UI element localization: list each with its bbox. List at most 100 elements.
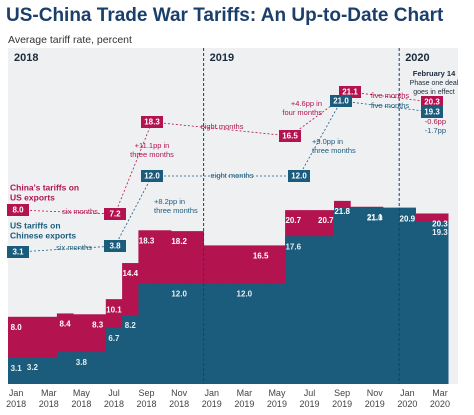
connector (151, 121, 291, 137)
annotation-note: four months (282, 108, 322, 117)
value-label: 20.9 (400, 215, 416, 224)
annotation-note: eight months (211, 171, 254, 180)
event-note: Phase one deal (410, 80, 459, 87)
step-bar (236, 283, 253, 384)
annotation-note: three months (130, 150, 174, 159)
annotation-note: three months (312, 146, 356, 155)
annotation-note: -1.7pp (425, 126, 446, 135)
annotation-note: six months (62, 207, 98, 216)
step-bar (105, 327, 123, 384)
x-tick-label: May 2019 (267, 388, 287, 409)
value-label: 8.2 (125, 321, 137, 330)
value-label: 19.3 (432, 228, 448, 237)
value-label: 12.0 (171, 289, 187, 298)
value-label: 18.2 (171, 237, 187, 246)
value-label: 21.8 (334, 207, 350, 216)
annotation-box (7, 246, 29, 258)
series-name: US exports (10, 192, 55, 202)
year-label: 2019 (210, 52, 234, 64)
step-bar (40, 357, 58, 384)
step-bar (415, 221, 433, 384)
chart-title: US-China Trade War Tariffs: An Up-to-Dat… (6, 5, 444, 26)
value-label: 17.6 (285, 242, 301, 251)
x-tick-label: Mar 2019 (234, 388, 254, 409)
annotation-value: 12.0 (144, 172, 160, 181)
annotation-value: 16.5 (282, 132, 298, 141)
step-bar (122, 315, 139, 384)
value-label: 18.3 (139, 236, 155, 245)
value-label: 8.0 (11, 323, 23, 332)
step-bar (350, 207, 367, 384)
series-name: China's tariffs on (10, 182, 79, 192)
value-label: 10.1 (106, 305, 122, 314)
step-bar (187, 283, 204, 384)
step-bar (8, 357, 25, 384)
step-bar (382, 207, 400, 384)
connector (349, 91, 433, 103)
step-bar (154, 283, 172, 384)
annotation-box (288, 170, 310, 182)
annotation-note: +11.1pp in (135, 141, 170, 150)
step-bar (89, 352, 107, 384)
value-label: 12.0 (237, 289, 253, 298)
annotation-note: five months (371, 101, 410, 110)
annotation-note: -0.6pp (425, 117, 446, 126)
annotation-value: 7.2 (109, 210, 121, 219)
connector (17, 245, 116, 253)
step-bar (301, 236, 319, 384)
annotation-note: six months (56, 243, 92, 252)
annotation-box (330, 95, 352, 107)
connector (289, 91, 351, 137)
annotation-box (141, 170, 163, 182)
step-bar (285, 236, 302, 384)
year-label: 2018 (14, 52, 38, 64)
series-name: Chinese exports (10, 230, 76, 240)
annotation-box (279, 130, 301, 142)
annotation-note: eight months (201, 122, 244, 131)
annotation-box (104, 208, 126, 220)
step-bar (219, 283, 237, 384)
annotation-value: 3.1 (12, 248, 24, 257)
step-bar (399, 207, 416, 384)
x-tick-label: Sep 2019 (332, 388, 352, 409)
connector (114, 121, 153, 215)
step-bar (268, 283, 286, 384)
year-label: 2020 (405, 52, 429, 64)
annotation-value: 18.3 (144, 118, 160, 127)
x-tick-label: Jan 2019 (202, 388, 222, 409)
value-label: 20.3 (432, 220, 448, 229)
x-tick-label: Mar 2018 (39, 388, 59, 409)
x-tick-label: Jan 2020 (397, 388, 417, 409)
annotation-box (104, 240, 126, 252)
value-label: 20.7 (318, 216, 334, 225)
value-label: 6.7 (108, 334, 120, 343)
step-bar (252, 283, 270, 384)
event-note: goes in effect (413, 89, 455, 96)
annotation-box (421, 106, 443, 118)
connector (17, 209, 116, 215)
x-tick-label: Mar 2020 (430, 388, 450, 409)
value-label: 3.2 (27, 363, 39, 372)
annotation-note: +4.6pp in (291, 99, 322, 108)
value-label: 8.3 (92, 320, 104, 329)
value-label: 14.4 (122, 269, 138, 278)
step-bar (366, 207, 384, 384)
x-tick-label: Nov 2019 (365, 388, 385, 409)
step-bar (203, 283, 221, 384)
step-bar (56, 352, 74, 384)
step-bar (317, 236, 335, 384)
step-bar (73, 352, 90, 384)
x-tick-label: Sep 2018 (137, 388, 157, 409)
step-bar (138, 283, 156, 384)
annotation-value: 21.0 (333, 97, 349, 106)
value-label: 3.1 (11, 364, 23, 373)
annotation-note: three months (154, 206, 198, 215)
annotation-value: 8.0 (12, 206, 24, 215)
event-note: February 14 (413, 69, 456, 78)
x-tick-label: May 2018 (71, 388, 91, 409)
step-bar (171, 283, 188, 384)
chart-subtitle: Average tariff rate, percent (8, 34, 132, 46)
x-tick-label: Jul 2019 (300, 388, 320, 409)
annotation-note: +9.0pp in (312, 137, 343, 146)
value-label: 21.0 (367, 214, 383, 223)
